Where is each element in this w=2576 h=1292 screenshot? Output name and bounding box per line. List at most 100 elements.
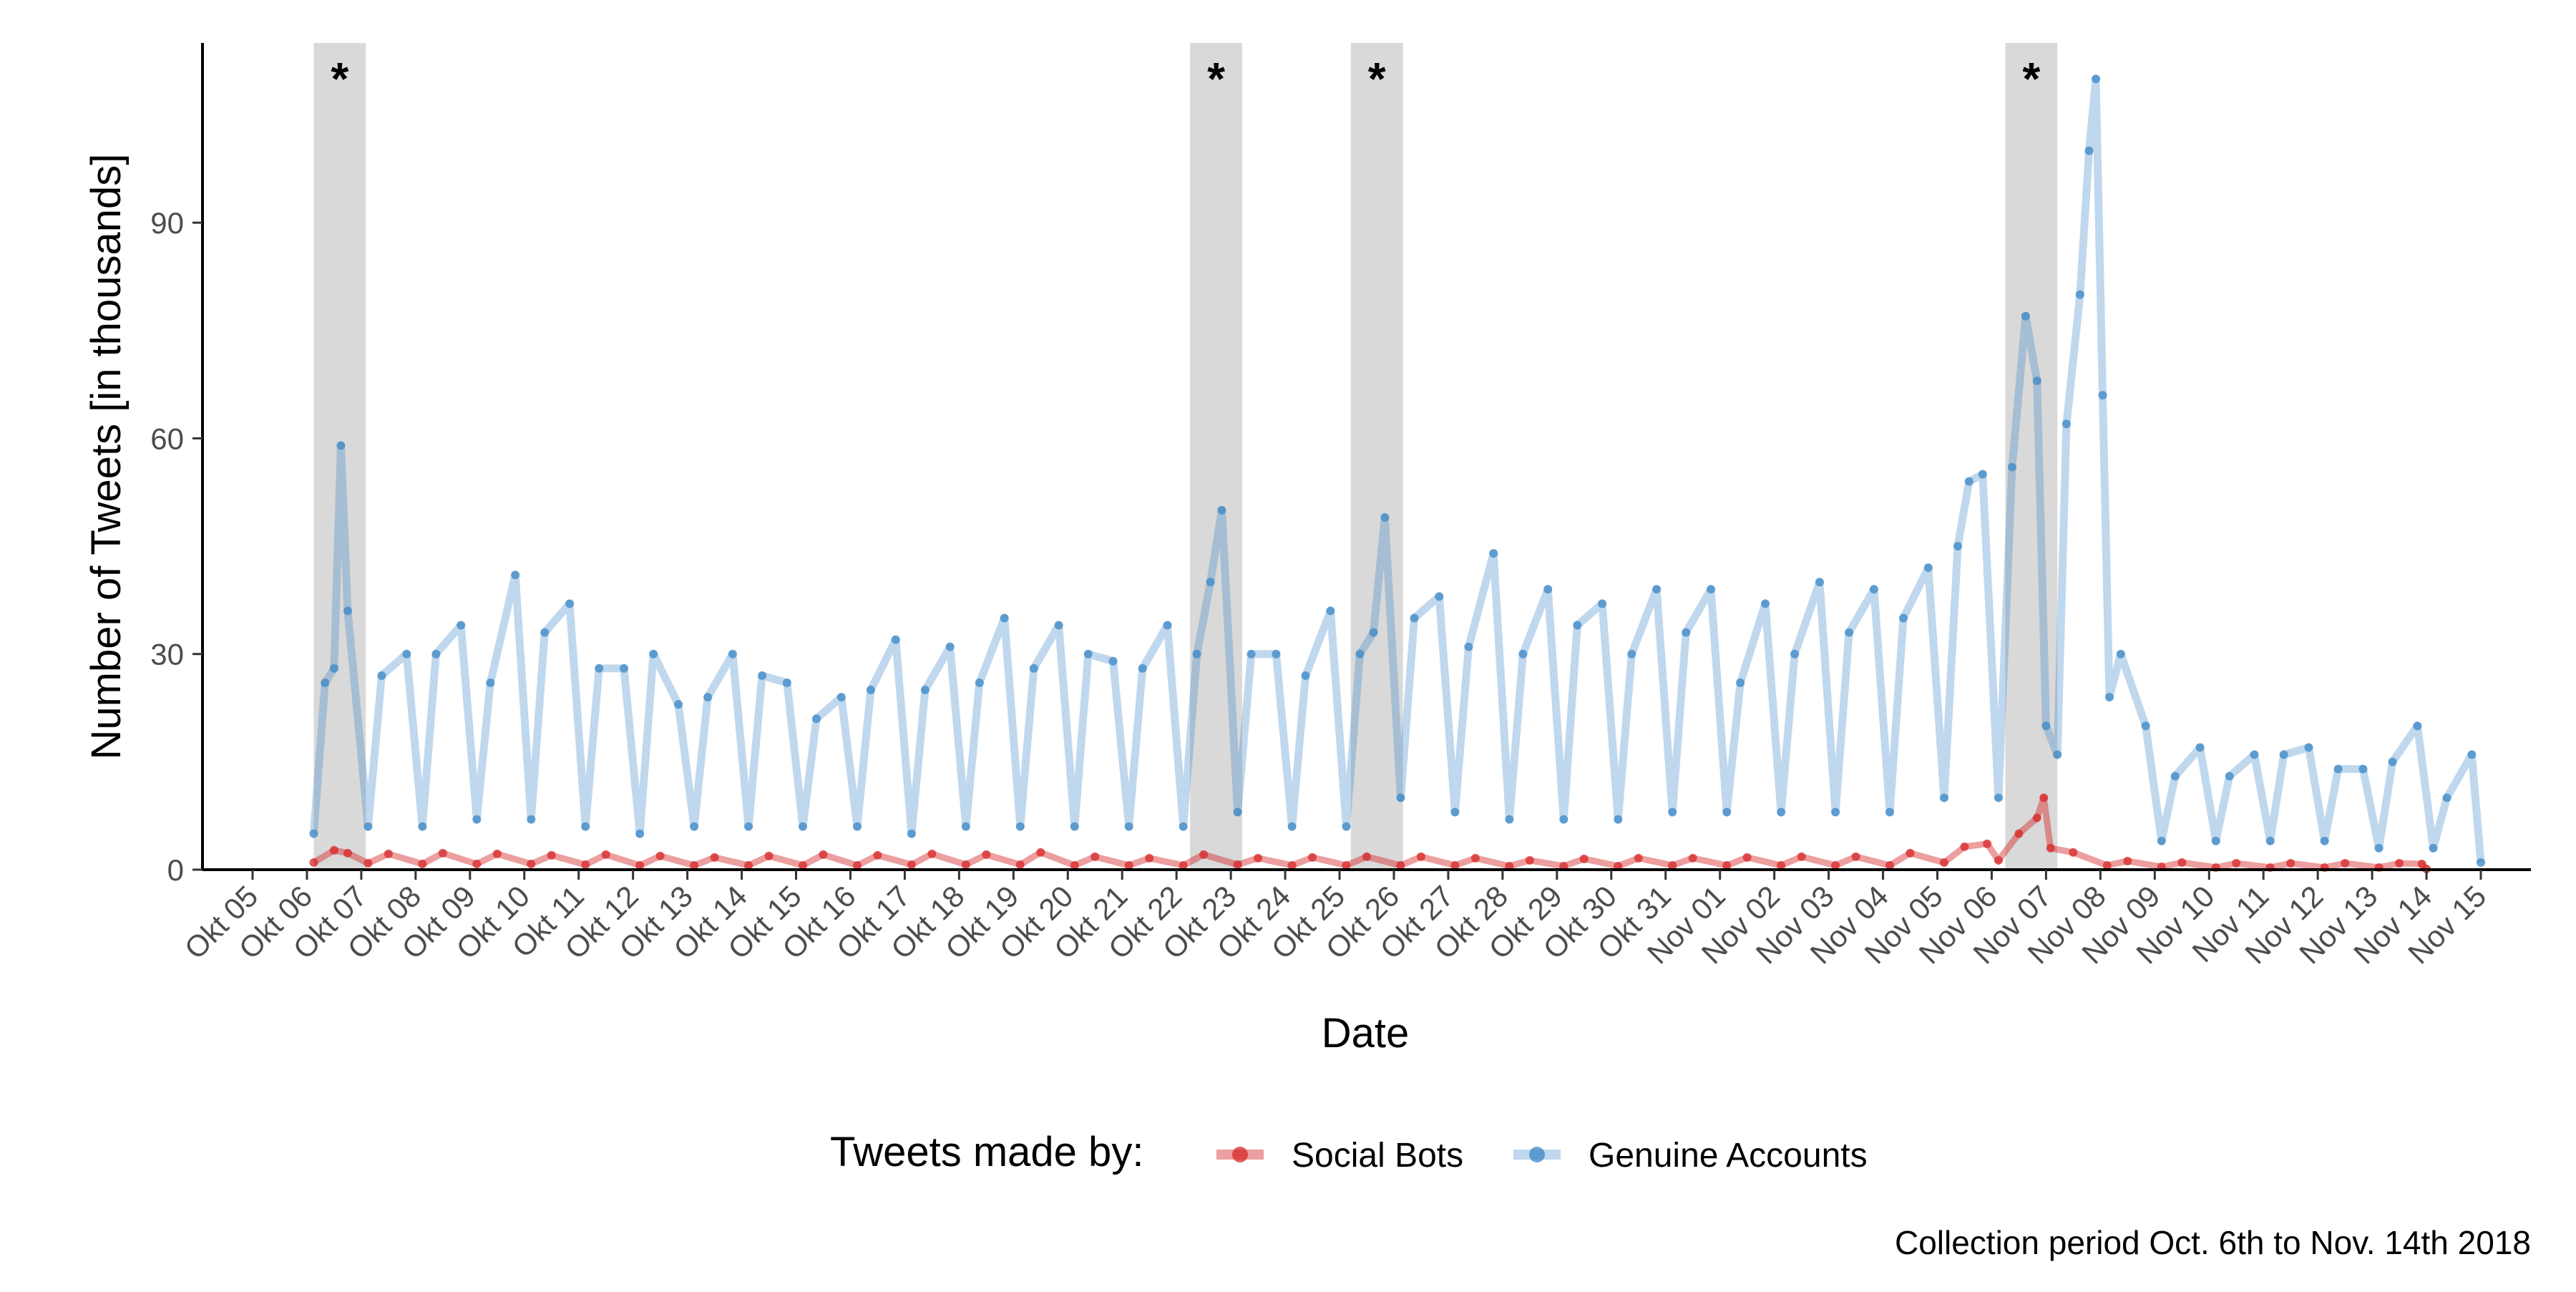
data-point	[1790, 649, 1800, 659]
data-point	[1108, 656, 1118, 666]
data-point	[1652, 585, 1662, 594]
data-point	[907, 829, 916, 838]
data-point	[1722, 860, 1732, 870]
highlight-marker-4: *	[2022, 53, 2040, 105]
data-point	[377, 671, 386, 680]
data-point	[1851, 852, 1860, 861]
data-point	[982, 850, 991, 859]
data-point	[1777, 860, 1786, 870]
data-point	[336, 441, 346, 450]
data-point	[799, 860, 808, 870]
data-point	[309, 829, 318, 838]
data-point	[703, 692, 713, 701]
highlight-marker-3: *	[1368, 53, 1386, 105]
data-point	[2413, 722, 2422, 731]
data-point	[2358, 764, 2368, 774]
data-point	[1416, 852, 1425, 861]
data-point	[472, 815, 482, 824]
data-point	[472, 859, 482, 868]
data-point	[927, 849, 937, 858]
data-point	[2141, 722, 2150, 731]
highlight-band-3	[1350, 43, 1403, 870]
data-point	[2046, 843, 2055, 853]
data-point	[329, 664, 338, 673]
data-point	[920, 685, 930, 694]
data-point	[852, 822, 862, 831]
data-point	[1573, 621, 1582, 630]
data-point	[2177, 858, 2187, 867]
chart-caption: Collection period Oct. 6th to Nov. 14th …	[1895, 1224, 2531, 1261]
data-point	[1845, 628, 1854, 637]
data-point	[1682, 628, 1691, 637]
data-point	[2039, 793, 2049, 802]
data-point	[758, 671, 767, 680]
data-point	[635, 860, 645, 870]
data-point	[418, 859, 427, 868]
data-point	[431, 649, 441, 659]
data-point	[891, 635, 900, 644]
data-point	[1978, 470, 1987, 479]
data-point	[2211, 836, 2220, 845]
legend-label: Social Bots	[1292, 1137, 1463, 1175]
data-point	[321, 678, 330, 687]
data-point	[1627, 649, 1636, 659]
data-point	[2105, 692, 2114, 701]
data-point	[1760, 599, 1770, 608]
data-point	[2102, 860, 2112, 870]
data-point	[744, 860, 753, 870]
data-point	[1939, 793, 1948, 802]
data-point	[2075, 290, 2084, 299]
data-point	[2032, 813, 2041, 822]
data-point	[364, 858, 373, 868]
data-point	[1124, 822, 1133, 831]
legend-title: Tweets made by:	[830, 1129, 1143, 1175]
data-point	[601, 850, 610, 859]
data-point	[329, 845, 338, 855]
data-point	[690, 822, 699, 831]
highlight-band-4	[2005, 43, 2058, 870]
data-point	[1559, 861, 1568, 870]
data-point	[655, 851, 665, 860]
data-point	[2333, 764, 2343, 774]
data-point	[2374, 843, 2384, 853]
legend-item-1: Social Bots	[1216, 1137, 1463, 1175]
y-tick-label: 60	[150, 422, 184, 455]
data-point	[1380, 513, 1390, 522]
data-point	[945, 642, 955, 651]
data-point	[1054, 621, 1063, 630]
data-point	[2041, 722, 2051, 731]
y-tick-label: 0	[167, 853, 184, 887]
data-point	[1797, 852, 1806, 861]
data-point	[2084, 146, 2094, 155]
data-point	[2007, 462, 2016, 472]
data-point	[873, 850, 882, 860]
data-point	[1505, 861, 1514, 870]
data-point	[1722, 807, 1732, 817]
data-point	[690, 860, 699, 870]
data-point	[1994, 855, 2003, 865]
data-point	[1983, 839, 1992, 848]
y-axis-title: Number of Tweets [in thousands]	[83, 154, 130, 760]
data-point	[1287, 860, 1297, 870]
data-point	[673, 700, 683, 709]
data-point	[2157, 836, 2166, 845]
data-point	[975, 678, 984, 687]
data-point	[1815, 578, 1824, 587]
data-point	[1543, 585, 1553, 594]
data-point	[2123, 856, 2132, 865]
data-point	[1614, 815, 1623, 824]
data-point	[1489, 549, 1498, 558]
data-point	[961, 822, 970, 831]
data-point	[2388, 757, 2397, 767]
data-point	[1192, 649, 1201, 659]
data-point	[1217, 505, 1226, 515]
data-point	[2477, 858, 2485, 867]
data-point	[2116, 649, 2125, 659]
data-point	[486, 678, 495, 687]
data-point	[343, 848, 352, 858]
data-point	[1707, 585, 1716, 594]
data-point	[438, 848, 447, 858]
data-point	[1246, 649, 1256, 659]
legend-label: Genuine Accounts	[1589, 1137, 1868, 1175]
